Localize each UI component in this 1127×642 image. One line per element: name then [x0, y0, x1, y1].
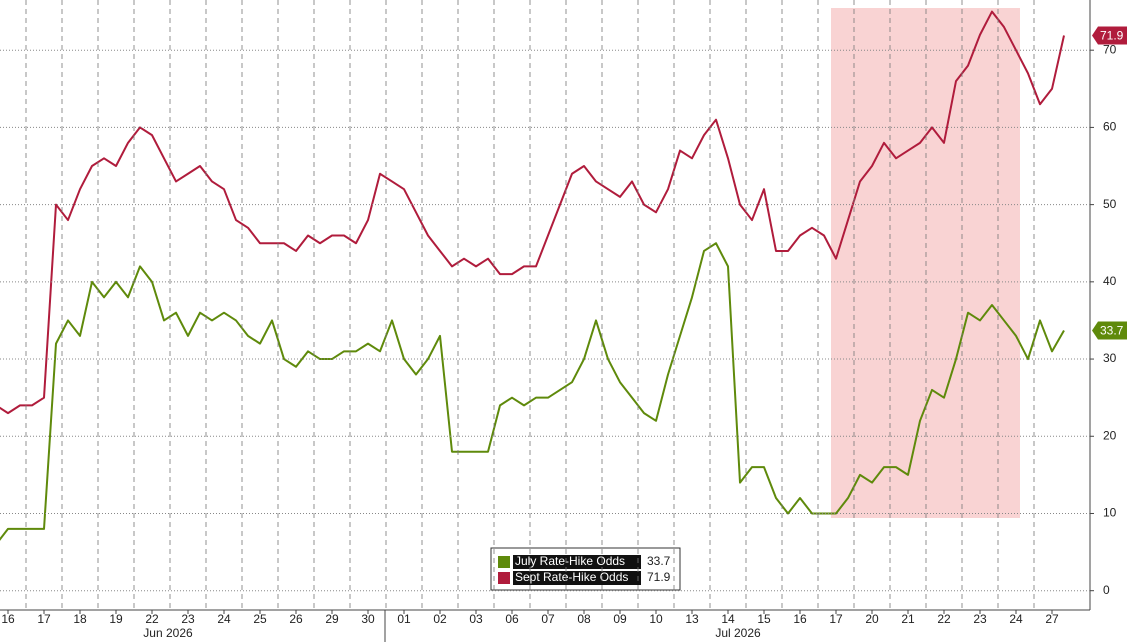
x-tick-label: 23: [973, 612, 987, 626]
legend-value: 33.7: [647, 554, 671, 568]
value-tag-label: 33.7: [1100, 324, 1124, 338]
y-tick-label: 30: [1103, 351, 1117, 365]
x-tick-label: 26: [289, 612, 303, 626]
x-tick-label: 01: [397, 612, 411, 626]
x-tick-label: 16: [793, 612, 807, 626]
y-tick-label: 0: [1103, 583, 1110, 597]
y-tick-label: 50: [1103, 197, 1117, 211]
x-tick-label: 16: [1, 612, 15, 626]
x-tick-label: 22: [145, 612, 159, 626]
x-tick-label: 02: [433, 612, 447, 626]
series-line: [0, 242, 1065, 541]
value-tag: [1092, 26, 1127, 45]
y-tick-label: 40: [1103, 274, 1117, 288]
x-tick-label: 14: [721, 612, 735, 626]
x-tick-label: 09: [613, 612, 627, 626]
x-tick-label: 08: [577, 612, 591, 626]
x-tick-label: 06: [505, 612, 519, 626]
x-tick-label: 29: [325, 612, 339, 626]
month-label: Jun 2026: [143, 626, 193, 640]
x-tick-label: 07: [541, 612, 555, 626]
month-label: Jul 2026: [715, 626, 761, 640]
x-tick-label: 23: [181, 612, 195, 626]
x-tick-label: 17: [37, 612, 51, 626]
legend-label-bg: [513, 571, 641, 585]
plot-lines: [0, 10, 1065, 541]
legend-swatch: [498, 572, 510, 584]
x-tick-label: 13: [685, 612, 699, 626]
x-tick-label: 30: [361, 612, 375, 626]
y-tick-label: 70: [1103, 42, 1117, 56]
x-tick-label: 19: [109, 612, 123, 626]
y-tick-label: 10: [1103, 506, 1117, 520]
y-tick-label: 60: [1103, 120, 1117, 134]
legend-label: July Rate-Hike Odds: [515, 554, 625, 568]
value-tag-label: 71.9: [1100, 29, 1124, 43]
x-tick-label: 21: [901, 612, 915, 626]
x-tick-label: 24: [1009, 612, 1023, 626]
x-tick-label: 22: [937, 612, 951, 626]
x-tick-label: 03: [469, 612, 483, 626]
legend: July Rate-Hike Odds 33.7 Sept Rate-Hike Od…: [490, 547, 681, 591]
legend-swatch: [498, 556, 510, 568]
x-tick-label: 10: [649, 612, 663, 626]
y-tick-label: 20: [1103, 428, 1117, 442]
value-tag: [1092, 321, 1127, 340]
highlight-region: [831, 8, 1020, 518]
legend-value: 71.9: [647, 570, 671, 584]
x-tick-label: 25: [253, 612, 267, 626]
legend-label: Sept Rate-Hike Odds: [515, 570, 628, 584]
x-tick-label: 20: [865, 612, 879, 626]
x-tick-label: 24: [217, 612, 231, 626]
legend-label-bg: [513, 555, 641, 569]
series-line: [0, 10, 1065, 415]
x-tick-label: 15: [757, 612, 771, 626]
x-tick-label: 27: [1045, 612, 1059, 626]
x-tick-label: 18: [73, 612, 87, 626]
x-tick-label: 17: [829, 612, 843, 626]
